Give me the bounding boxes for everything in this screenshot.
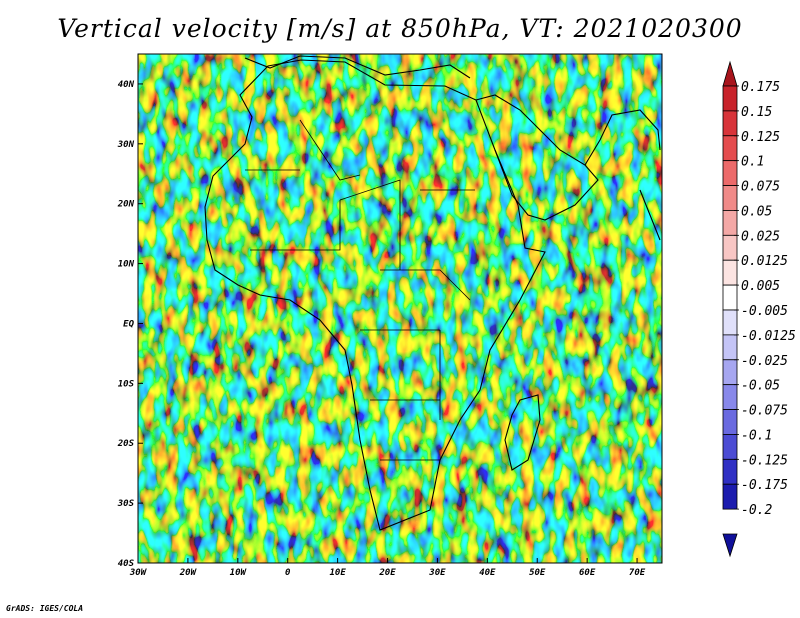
x-tick-label: 60E — [579, 568, 596, 578]
colorbar-swatch — [722, 458, 738, 485]
colorbar-label: 0.1 — [741, 155, 764, 170]
x-tick-label: 30W — [129, 568, 148, 578]
country-borders — [245, 119, 475, 461]
x-tick-label: 50E — [529, 568, 546, 578]
y-tick-label: 20N — [117, 200, 135, 210]
colorbar-label: 0.005 — [741, 279, 780, 294]
colorbar-label: -0.075 — [741, 404, 788, 419]
x-tick-label: 0 — [285, 568, 291, 578]
colorbar-label: -0.05 — [741, 379, 780, 394]
colorbar-label: 0.025 — [741, 229, 780, 244]
colorbar-swatch — [722, 334, 738, 361]
y-axis: 40N 30N 20N 10N EQ 10S 20S 30S 40S — [117, 80, 143, 569]
y-tick-label: 40S — [118, 559, 135, 569]
colorbar-label: -0.0125 — [741, 329, 796, 344]
y-tick-label: EQ — [123, 319, 134, 329]
chart-title: Vertical velocity [m/s] at 850hPa, VT: 2… — [57, 14, 743, 43]
colorbar-label: -0.2 — [741, 503, 772, 518]
y-tick-label: 10N — [118, 260, 135, 270]
colorbar-swatch — [722, 234, 738, 261]
colorbar-label: 0.075 — [741, 180, 780, 195]
colorbar-swatch — [722, 359, 738, 386]
x-tick-label: 10W — [230, 568, 248, 578]
colorbar-label: -0.005 — [741, 304, 788, 319]
colorbar-swatch — [722, 210, 738, 236]
colorbar: 0.175 0.15 0.125 0.1 0.075 0.05 0.025 0.0125 0.0… — [722, 60, 796, 558]
x-tick-label: 20E — [378, 568, 396, 578]
y-tick-label: 40N — [118, 80, 135, 90]
colorbar-label: 0.0125 — [741, 254, 788, 269]
y-tick-label: 10S — [118, 379, 135, 389]
colorbar-label: 0.05 — [741, 204, 772, 219]
coastline-asia — [584, 109, 661, 166]
x-tick-label: 20W — [179, 568, 198, 578]
coastline-arabia — [475, 94, 599, 221]
colorbar-swatch — [722, 309, 738, 336]
colorbar-swatch — [722, 483, 738, 510]
colorbar-swatch — [722, 110, 738, 137]
colorbar-swatch — [722, 533, 738, 558]
y-tick-label: 30N — [117, 140, 135, 150]
colorbar-label: -0.025 — [741, 354, 788, 369]
y-tick-label: 30S — [117, 499, 135, 509]
colorbar-label: 0.15 — [741, 105, 772, 120]
x-tick-label: 70E — [629, 568, 646, 578]
colorbar-swatch — [722, 259, 738, 286]
colorbar-label: 0.125 — [741, 130, 780, 145]
heatmap-field — [138, 54, 662, 563]
x-tick-label: 40E — [479, 568, 496, 578]
colorbar-swatch — [722, 60, 738, 87]
x-tick-label: 30E — [428, 568, 446, 578]
colorbar-label: 0.175 — [741, 80, 780, 95]
colorbar-label: -0.125 — [741, 453, 788, 468]
colorbar-swatch — [722, 160, 738, 186]
colorbar-swatch — [722, 135, 738, 162]
coastline-europe — [244, 55, 471, 79]
grads-credit: GrADS: IGES/COLA — [6, 604, 84, 613]
coastline-india — [639, 189, 661, 241]
colorbar-swatch — [722, 284, 738, 311]
map-panel — [138, 54, 662, 563]
colorbar-swatch — [722, 384, 738, 410]
coastline-madagascar — [504, 394, 541, 471]
colorbar-swatch — [722, 434, 738, 460]
colorbar-swatch — [722, 185, 738, 211]
x-axis: 30W 20W 10W 0 10E 20E 30E 40E 50E 60E 70E — [129, 558, 646, 578]
colorbar-swatch — [722, 85, 738, 112]
colorbar-label: -0.1 — [741, 428, 772, 443]
colorbar-swatch — [722, 409, 738, 435]
plot-frame — [137, 53, 663, 564]
x-tick-label: 10E — [329, 568, 346, 578]
colorbar-label: -0.175 — [741, 478, 788, 493]
y-tick-label: 20S — [117, 439, 135, 449]
